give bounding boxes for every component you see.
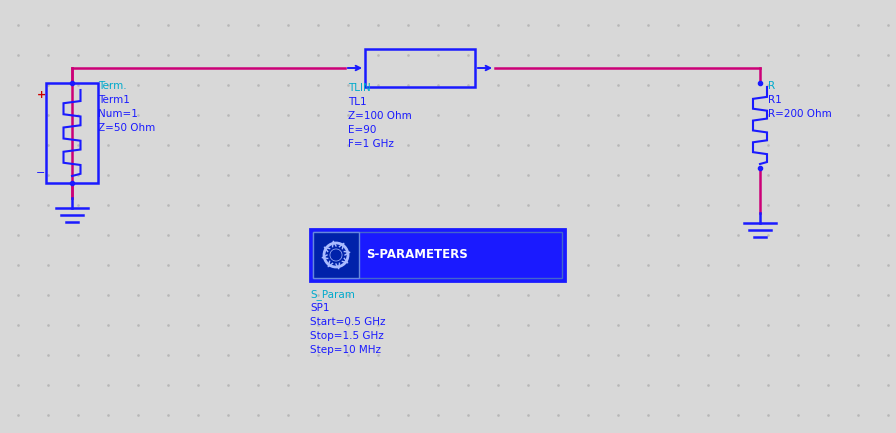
Text: Z=50 Ohm: Z=50 Ohm (98, 123, 155, 133)
Text: Stop=1.5 GHz: Stop=1.5 GHz (310, 331, 383, 341)
Circle shape (331, 250, 341, 260)
Text: S-PARAMETERS: S-PARAMETERS (366, 249, 468, 262)
Text: −: − (36, 168, 46, 178)
Bar (46, 83, 98, 183)
Text: SP1: SP1 (310, 303, 330, 313)
Text: +: + (37, 90, 47, 100)
Text: Step=10 MHz: Step=10 MHz (310, 345, 381, 355)
Text: Start=0.5 GHz: Start=0.5 GHz (310, 317, 385, 327)
Text: F=1 GHz: F=1 GHz (348, 139, 394, 149)
Text: R: R (768, 81, 775, 91)
Bar (310, 229, 565, 281)
Text: R1: R1 (768, 95, 781, 105)
Text: Term.: Term. (98, 81, 126, 91)
Text: R=200 Ohm: R=200 Ohm (768, 109, 831, 119)
Bar (313, 232, 359, 278)
Text: Z=100 Ohm: Z=100 Ohm (348, 111, 412, 121)
Bar (313, 232, 562, 278)
Text: TLIN: TLIN (348, 83, 371, 93)
Text: S_Param: S_Param (310, 289, 355, 300)
Text: Num=1: Num=1 (98, 109, 138, 119)
Text: TL1: TL1 (348, 97, 366, 107)
Text: E=90: E=90 (348, 125, 376, 135)
Text: Term1: Term1 (98, 95, 130, 105)
Bar (365, 49, 475, 87)
